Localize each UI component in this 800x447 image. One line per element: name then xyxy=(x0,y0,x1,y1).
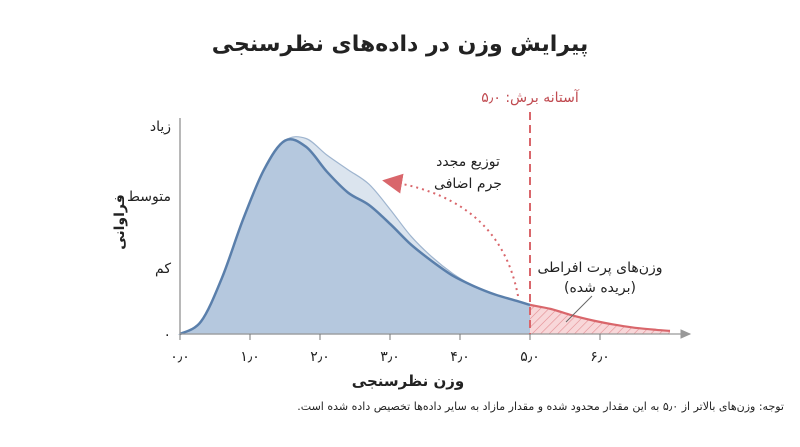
outlier-label-1: وزن‌های پرت افراطی xyxy=(537,260,662,276)
redistribute-label-1: توزیع مجدد xyxy=(436,154,500,170)
y-axis-label: فراوانی xyxy=(112,194,128,250)
x-tick-label: ۲٫۰ xyxy=(310,349,330,365)
tail-curve xyxy=(529,303,671,332)
x-tick-label: ۶٫۰ xyxy=(590,349,610,365)
threshold-label: آستانه برش: ۵٫۰ xyxy=(481,89,580,106)
original-curve xyxy=(179,137,531,336)
y-tick-label: ۰ xyxy=(163,327,171,343)
redistribute-arrow xyxy=(382,173,519,297)
y-tick-label: متوسط xyxy=(127,189,171,205)
y-tick-label: کم xyxy=(155,261,171,277)
footnote: توجه: وزن‌های بالاتر از ۵٫۰ به این مقدار… xyxy=(297,400,784,413)
redistribute-label-2: جرم اضافی xyxy=(434,176,502,192)
x-tick-label: ۳٫۰ xyxy=(380,349,400,365)
x-tick-label: ۱٫۰ xyxy=(240,349,260,365)
x-axis-label: وزن نظرسنجی xyxy=(352,372,464,390)
y-tick-label: زیاد xyxy=(150,119,171,135)
original-area xyxy=(180,139,530,334)
x-tick-label: ۴٫۰ xyxy=(450,349,470,365)
chart-title: پیرایش وزن در داده‌های نظرسنجی xyxy=(211,32,589,57)
outlier-label-2: (بریده شده) xyxy=(564,280,636,296)
clipped-tail-area xyxy=(530,304,670,334)
outlier-pointer xyxy=(565,295,593,323)
x-tick-label: ۵٫۰ xyxy=(520,349,540,365)
x-tick-label: ۰٫۰ xyxy=(170,349,190,365)
